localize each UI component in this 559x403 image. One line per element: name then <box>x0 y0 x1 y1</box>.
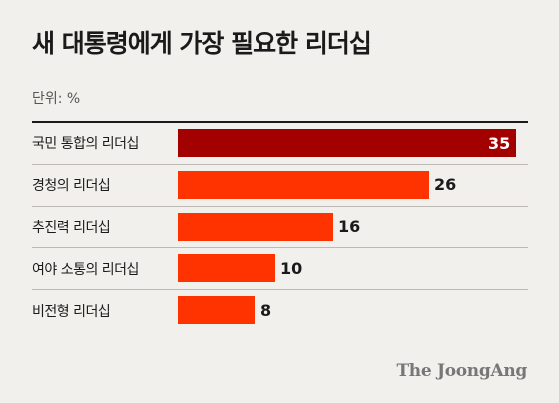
publisher-logo: The JoongAng <box>396 361 527 381</box>
bar <box>178 212 333 241</box>
bar-chart: 국민 통합의 리더십 35 경청의 리더십 26 추진력 리더십 16 여야 소통의 리더십… <box>32 123 528 332</box>
bar <box>178 254 275 283</box>
chart-row: 국민 통합의 리더십 35 <box>32 123 528 165</box>
value-label: 8 <box>260 300 272 320</box>
chart-row: 추진력 리더십 16 <box>32 207 528 249</box>
bar <box>178 296 255 325</box>
category-label: 추진력 리더십 <box>32 219 111 236</box>
chart-row: 여야 소통의 리더십 10 <box>32 248 528 291</box>
value-label: 35 <box>488 133 511 153</box>
bar <box>178 129 516 157</box>
value-label: 16 <box>338 217 361 237</box>
chart-title: 새 대통령에게 가장 필요한 리더십 <box>32 29 372 58</box>
value-label: 10 <box>280 258 303 278</box>
chart-row: 비전형 리더십 8 <box>32 290 528 332</box>
category-label: 경청의 리더십 <box>32 178 111 195</box>
category-label: 비전형 리더십 <box>32 304 111 321</box>
chart-row: 경청의 리더십 26 <box>32 165 528 207</box>
category-label: 국민 통합의 리더십 <box>32 136 139 153</box>
bar <box>178 170 429 199</box>
unit-label: 단위: % <box>32 91 81 107</box>
category-label: 여야 소통의 리더십 <box>32 261 139 278</box>
top-divider <box>32 121 528 123</box>
value-label: 26 <box>434 175 457 195</box>
